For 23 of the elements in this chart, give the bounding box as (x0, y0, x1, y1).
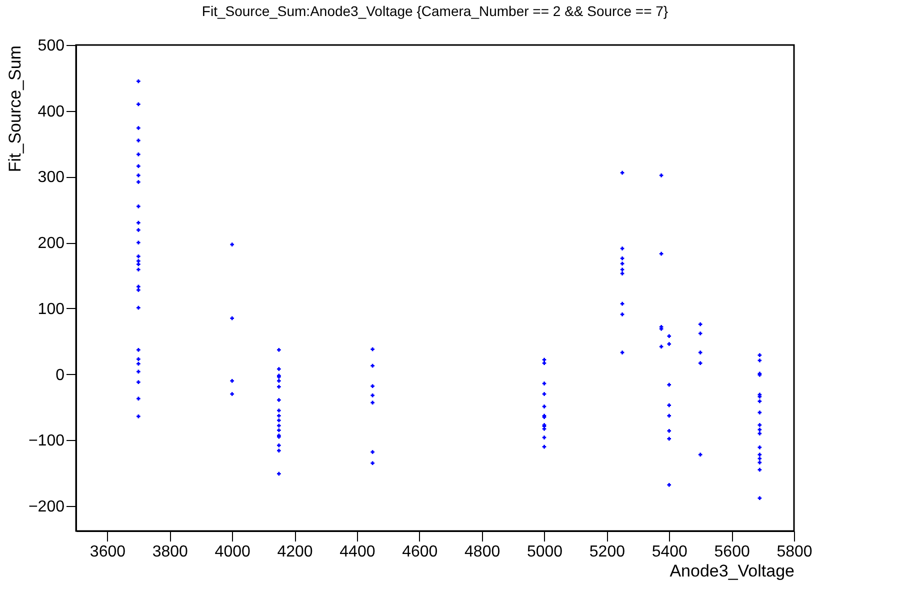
x-tick-label: 5400 (652, 544, 688, 560)
y-tick-label: 300 (38, 169, 65, 186)
x-tick-label: 4200 (277, 544, 313, 560)
y-tick-label: 0 (56, 366, 65, 384)
y-tick-label: 100 (38, 300, 65, 318)
y-tick-label: 200 (38, 235, 65, 252)
y-axis-title: Fit_Source_Sum (5, 46, 24, 172)
x-tick-label: 3800 (152, 544, 188, 560)
x-tick-label: 4400 (340, 544, 376, 560)
chart-title: Fit_Source_Sum:Anode3_Voltage {Camera_Number == 2 && Source == 7} (202, 3, 668, 19)
x-tick-label: 4600 (402, 544, 438, 560)
x-tick-label: 3600 (90, 544, 126, 560)
x-tick-label: 5200 (589, 544, 626, 560)
y-tick-label: 500 (38, 38, 65, 54)
x-tick-label: 4000 (214, 544, 250, 560)
x-axis-title: Anode3_Voltage (670, 562, 794, 580)
x-tick-label: 5800 (776, 544, 812, 560)
y-tick-label: 400 (38, 103, 65, 120)
y-tick-label: −200 (28, 498, 65, 516)
x-tick-label: 5000 (526, 544, 563, 560)
y-tick-label: −100 (28, 432, 65, 450)
x-tick-label: 5600 (714, 544, 750, 560)
x-tick-label: 4800 (464, 544, 500, 560)
